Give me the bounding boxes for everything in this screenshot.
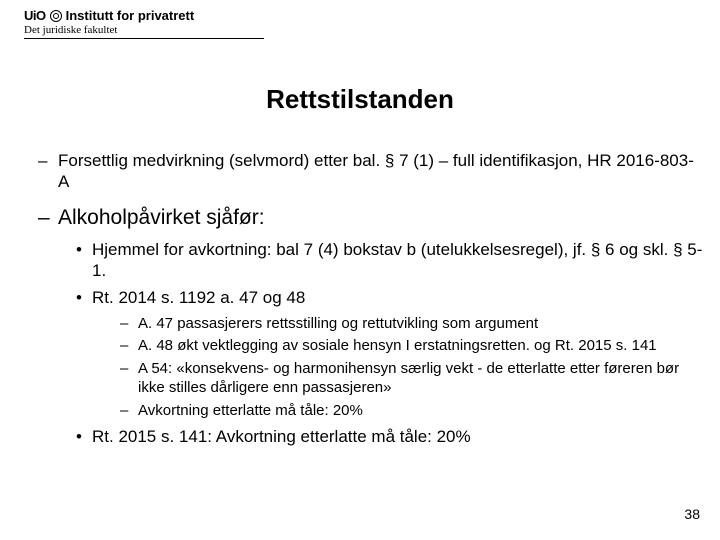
bullet-l2: Rt. 2014 s. 1192 a. 47 og 48 A. 47 passa… [76, 287, 704, 420]
slide: UiO Institutt for privatrett Det juridis… [0, 0, 720, 540]
bullet-l2: Rt. 2015 s. 141: Avkortning etterlatte m… [76, 426, 704, 447]
bullet-l3: A 54: «konsekvens- og harmonihensyn særl… [120, 360, 704, 398]
page-number: 38 [684, 506, 700, 522]
bullet-l1: Forsettlig medvirkning (selvmord) etter … [38, 150, 704, 193]
bullet-list-level3: A. 47 passasjerers rettsstilling og rett… [120, 315, 704, 421]
bullet-list-level1: Forsettlig medvirkning (selvmord) etter … [38, 150, 704, 448]
header-divider [24, 38, 264, 39]
slide-title: Rettstilstanden [0, 84, 720, 115]
bullet-l3: Avkortning etterlatte må tåle: 20% [120, 402, 704, 421]
uio-seal-icon [50, 10, 62, 22]
bullet-text: Alkoholpåvirket sjåfør: [58, 206, 265, 229]
logo-row: UiO Institutt for privatrett [24, 8, 304, 23]
bullet-l1: Alkoholpåvirket sjåfør: Hjemmel for avko… [38, 205, 704, 448]
institution-header: UiO Institutt for privatrett Det juridis… [24, 8, 304, 39]
uio-wordmark: UiO [24, 8, 46, 23]
bullet-l3: A. 48 økt vektlegging av sosiale hensyn … [120, 337, 704, 356]
bullet-text: Rt. 2014 s. 1192 a. 47 og 48 [92, 288, 305, 307]
institute-name: Institutt for privatrett [66, 8, 195, 23]
bullet-list-level2: Hjemmel for avkortning: bal 7 (4) boksta… [76, 239, 704, 448]
bullet-l2: Hjemmel for avkortning: bal 7 (4) boksta… [76, 239, 704, 282]
bullet-l3: A. 47 passasjerers rettsstilling og rett… [120, 315, 704, 334]
faculty-name: Det juridiske fakultet [24, 24, 304, 36]
slide-content: Forsettlig medvirkning (selvmord) etter … [38, 150, 704, 460]
